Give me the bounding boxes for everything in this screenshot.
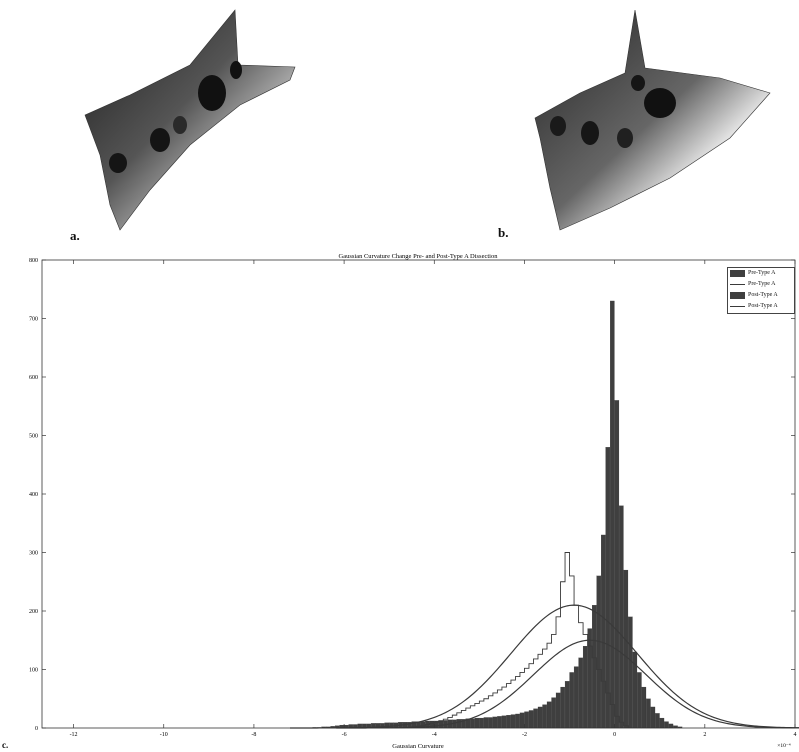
panel-label-c: c.: [2, 740, 9, 750]
panel-label-b: b.: [498, 225, 509, 240]
histogram-bar: [564, 681, 570, 729]
histogram-bar: [601, 534, 606, 729]
y-tick-label: 200: [29, 609, 38, 615]
legend-entry: Post-Type A: [728, 301, 794, 312]
x-tick-label: -4: [432, 732, 437, 738]
histogram-bar: [569, 672, 574, 729]
x-tick-label: 0: [613, 732, 616, 738]
y-tick-label: 700: [29, 317, 38, 323]
histogram-bar: [614, 400, 620, 729]
surface-render-b: [534, 9, 771, 231]
histogram-bar: [519, 712, 525, 729]
histogram-bar: [641, 686, 647, 729]
y-tick-label: 400: [29, 492, 38, 498]
histogram-bar: [524, 711, 529, 729]
histogram-bar: [664, 721, 669, 729]
histogram-bar: [501, 715, 507, 729]
histogram-bar: [605, 447, 611, 729]
histogram-bar: [533, 708, 538, 729]
histogram-bar: [587, 628, 592, 729]
histogram-bar: [510, 714, 516, 729]
histogram-bar: [573, 666, 579, 729]
histogram-bar: [384, 722, 390, 729]
histogram-bar: [596, 575, 602, 729]
x-tick-label: -8: [251, 732, 256, 738]
histogram-bar: [555, 692, 561, 729]
histogram-bar: [438, 720, 444, 729]
x-axis-label: Gaussian Curvature: [392, 743, 444, 750]
legend-swatch-line: [730, 284, 745, 285]
y-tick-label: 800: [29, 258, 38, 264]
y-tick-label: 100: [29, 668, 38, 674]
x-tick-label: 2: [703, 732, 706, 738]
y-tick-label: 600: [29, 375, 38, 381]
legend-label: Pre-Type A: [748, 270, 776, 276]
legend-entry: Pre-Type A: [728, 279, 794, 290]
plot-frame: [41, 259, 796, 729]
histogram-bar: [650, 706, 656, 729]
histogram-bar: [655, 713, 660, 729]
histogram-bar: [515, 713, 520, 729]
histogram-bar: [456, 719, 462, 729]
histogram-bar: [637, 672, 642, 729]
legend-label: Post-Type A: [748, 292, 778, 298]
histogram-bar: [591, 605, 597, 729]
histogram-bar: [551, 697, 556, 729]
histogram-bar: [537, 706, 543, 729]
x-tick-label: 4: [794, 732, 797, 738]
histogram-bar: [488, 717, 493, 729]
x-tick-label: -6: [342, 732, 347, 738]
legend-entry: Post-Type A: [728, 290, 794, 301]
histogram-chart: -12 -10 -8 -6 -4 -2 0 2 4 0 100 200 300 400 500 600 700 8…: [29, 253, 799, 750]
histogram-bar: [542, 704, 547, 729]
chart-legend: Pre-Type A Pre-Type A Post-Type A Post-T…: [727, 267, 795, 314]
histogram-bar: [610, 300, 615, 729]
histogram-bar: [528, 710, 534, 729]
histogram-bar: [483, 717, 489, 729]
histogram-bar: [668, 723, 674, 729]
x-tick-label: -12: [70, 732, 78, 738]
histogram-bar: [474, 717, 480, 729]
legend-swatch-line: [730, 306, 745, 307]
chart-title: Gaussian Curvature Change Pre- and Post-…: [339, 253, 499, 260]
histogram-bar: [497, 716, 502, 729]
y-tick-label: 300: [29, 551, 38, 557]
histogram-bar: [470, 718, 475, 729]
histogram-bar: [578, 657, 583, 729]
fit-curve: [336, 639, 799, 729]
legend-swatch-bar: [730, 270, 745, 277]
histogram-bar: [646, 698, 651, 729]
legend-label: Pre-Type A: [748, 281, 776, 287]
histogram-bar: [479, 717, 484, 729]
histogram-bar: [628, 616, 633, 729]
y-tick-label: 500: [29, 434, 38, 440]
x-tick-label: -2: [522, 732, 527, 738]
histogram-bar: [582, 646, 588, 729]
histogram-bar: [546, 701, 552, 729]
histogram-bar: [619, 505, 624, 729]
surface-render-a: [84, 9, 296, 231]
panel-label-a: a.: [70, 228, 80, 243]
histogram-bar: [492, 716, 498, 729]
x-tick-label: -10: [160, 732, 168, 738]
histogram-bar: [560, 686, 565, 729]
x-axis-multiplier: ×10⁻⁴: [777, 743, 791, 749]
legend-entry: Pre-Type A: [728, 268, 794, 279]
histogram-bar: [659, 717, 665, 729]
legend-swatch-bar: [730, 292, 745, 299]
histogram-bar: [506, 715, 511, 729]
histogram-outline: [411, 552, 629, 728]
histogram-bar: [623, 569, 629, 729]
legend-label: Post-Type A: [748, 303, 778, 309]
y-tick-label: 0: [35, 726, 38, 732]
